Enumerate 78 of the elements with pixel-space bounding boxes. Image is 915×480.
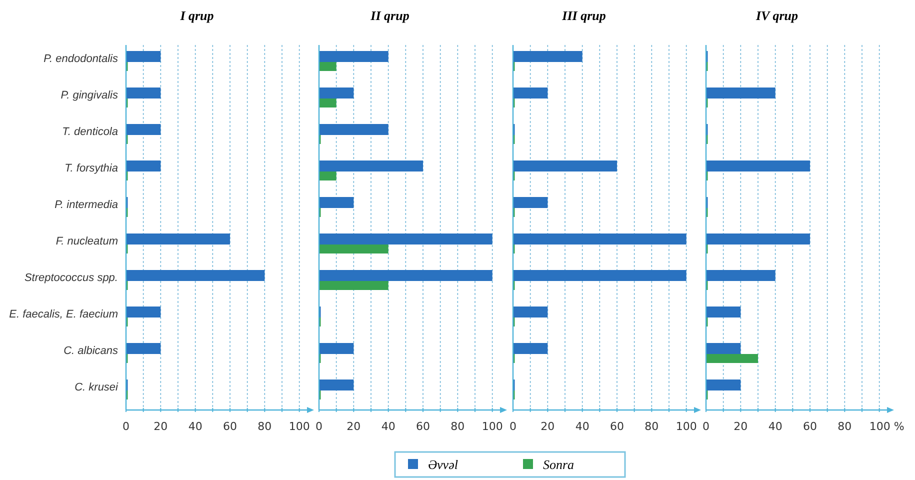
bar	[513, 88, 548, 98]
x-tick-label: 0	[510, 420, 516, 433]
bar	[319, 62, 336, 71]
bar	[126, 306, 161, 318]
y-tick-label: T. forsythia	[64, 162, 118, 174]
bar	[706, 380, 741, 390]
bar	[513, 160, 617, 172]
bar	[513, 51, 582, 62]
x-tick-label: 60	[803, 420, 817, 433]
x-tick-label: 20	[154, 420, 168, 433]
bar	[319, 244, 388, 254]
bar	[319, 343, 354, 354]
y-tick-label: E. faecalis, E. faecium	[9, 308, 118, 320]
x-tick-label: 20	[346, 420, 361, 433]
chart-title: II qrup	[370, 8, 410, 23]
bar	[706, 343, 741, 354]
bar	[126, 124, 161, 135]
bar	[126, 234, 230, 244]
y-tick-label: P. endodontalis	[44, 53, 118, 65]
x-tick-label: 60	[610, 420, 624, 433]
x-tick-label: 80	[450, 420, 465, 433]
x-tick-label: 100 %	[869, 420, 904, 433]
y-tick-label: P. gingivalis	[60, 90, 118, 102]
bar	[319, 172, 336, 180]
bar	[706, 270, 776, 281]
bar	[126, 88, 161, 98]
x-tick-label: 100	[676, 420, 697, 433]
x-tick-label: 80	[258, 420, 272, 433]
y-tick-label: C. krusei	[74, 382, 119, 394]
bar	[319, 270, 492, 281]
bar	[319, 197, 354, 208]
bar	[319, 281, 388, 290]
x-tick-label: 100	[482, 420, 503, 433]
x-tick-label: 60	[223, 420, 237, 433]
legend-label: Sonra	[543, 457, 575, 472]
x-tick-label: 20	[734, 420, 748, 433]
chart-title: I qrup	[179, 8, 214, 23]
y-tick-label: C. albicans	[64, 345, 118, 357]
bar	[706, 234, 810, 244]
bar	[319, 98, 336, 108]
bar	[706, 354, 758, 363]
x-tick-label: 0	[122, 420, 130, 433]
bar	[706, 88, 776, 98]
x-tick-label: 40	[381, 420, 396, 433]
bar	[513, 343, 548, 354]
bar	[319, 51, 388, 62]
y-tick-label: P. intermedia	[54, 199, 118, 211]
x-tick-label: 20	[540, 420, 555, 433]
bar	[126, 343, 161, 354]
bar	[319, 124, 388, 135]
x-tick-label: 60	[416, 420, 430, 433]
bar	[319, 88, 354, 98]
bar	[126, 51, 161, 62]
bar	[513, 270, 686, 281]
legend-label: Əvvəl	[428, 457, 458, 472]
x-tick-label: 80	[838, 420, 852, 433]
x-tick-label: 0	[702, 420, 710, 433]
bar	[513, 197, 548, 208]
bar	[126, 160, 161, 172]
chart-title: IV qrup	[754, 8, 799, 23]
x-tick-label: 80	[644, 420, 659, 433]
y-tick-label: T. denticola	[62, 126, 118, 138]
bar	[126, 270, 265, 281]
chart-title: III qrup	[561, 8, 606, 23]
bar	[706, 306, 741, 318]
x-tick-label: 100	[288, 420, 310, 433]
x-tick-label: 40	[768, 420, 782, 433]
x-tick-label: 0	[316, 420, 322, 433]
bar	[706, 160, 810, 172]
bar	[319, 234, 492, 244]
bar	[513, 306, 548, 318]
bar	[319, 380, 354, 390]
x-tick-label: 40	[575, 420, 590, 433]
bar	[513, 234, 686, 244]
bar	[319, 160, 423, 172]
y-tick-label: F. nucleatum	[56, 236, 118, 248]
y-tick-label: Streptococcus spp.	[24, 272, 118, 284]
x-tick-label: 40	[188, 420, 202, 433]
